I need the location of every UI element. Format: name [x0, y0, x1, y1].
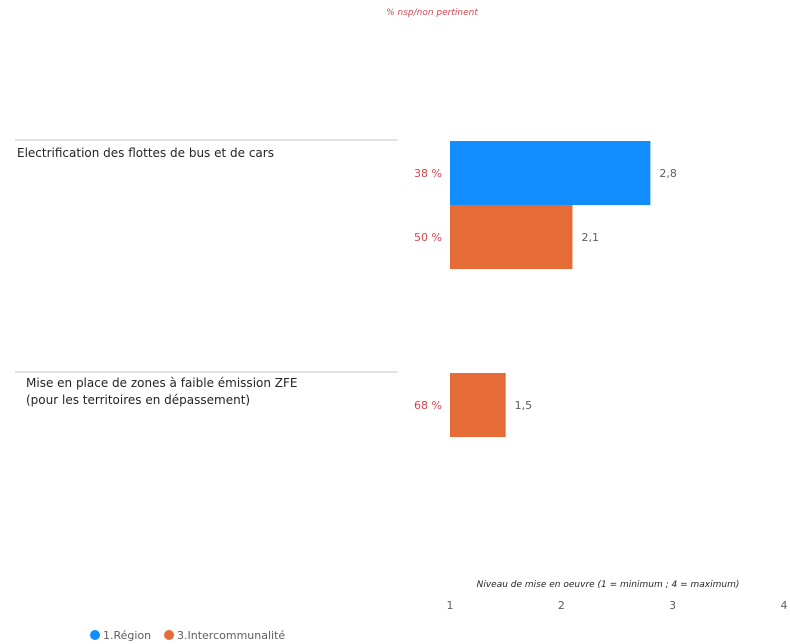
category-label: Electrification des flottes de bus et de…	[17, 146, 274, 160]
bar	[450, 373, 506, 437]
x-tick-label: 4	[781, 599, 788, 612]
x-axis-ticks: 1 2 3 4	[447, 599, 788, 612]
x-axis-title: Niveau de mise en oeuvre (1 = minimum ; …	[477, 580, 740, 590]
legend-label: 1.Région	[103, 629, 151, 642]
legend: 1.Région 3.Intercommunalité	[90, 629, 285, 642]
nsp-label: 38 %	[414, 167, 442, 180]
nsp-label: 68 %	[414, 399, 442, 412]
legend-marker	[90, 630, 100, 640]
data-label: 1,5	[515, 399, 533, 412]
category-label: Mise en place de zones à faible émission…	[26, 376, 301, 407]
x-tick-label: 2	[558, 599, 565, 612]
data-label: 2,1	[581, 231, 599, 244]
bar	[450, 141, 651, 205]
nsp-header: % nsp/non pertinent	[386, 8, 478, 18]
bar	[450, 205, 573, 269]
data-label: 2,8	[659, 167, 677, 180]
bars-layer: 2,8 38 % 2,1 50 % 1,5 68 %	[414, 141, 677, 437]
legend-label: 3.Intercommunalité	[177, 629, 285, 642]
x-tick-label: 3	[669, 599, 676, 612]
legend-marker	[164, 630, 174, 640]
x-tick-label: 1	[447, 599, 454, 612]
nsp-label: 50 %	[414, 231, 442, 244]
